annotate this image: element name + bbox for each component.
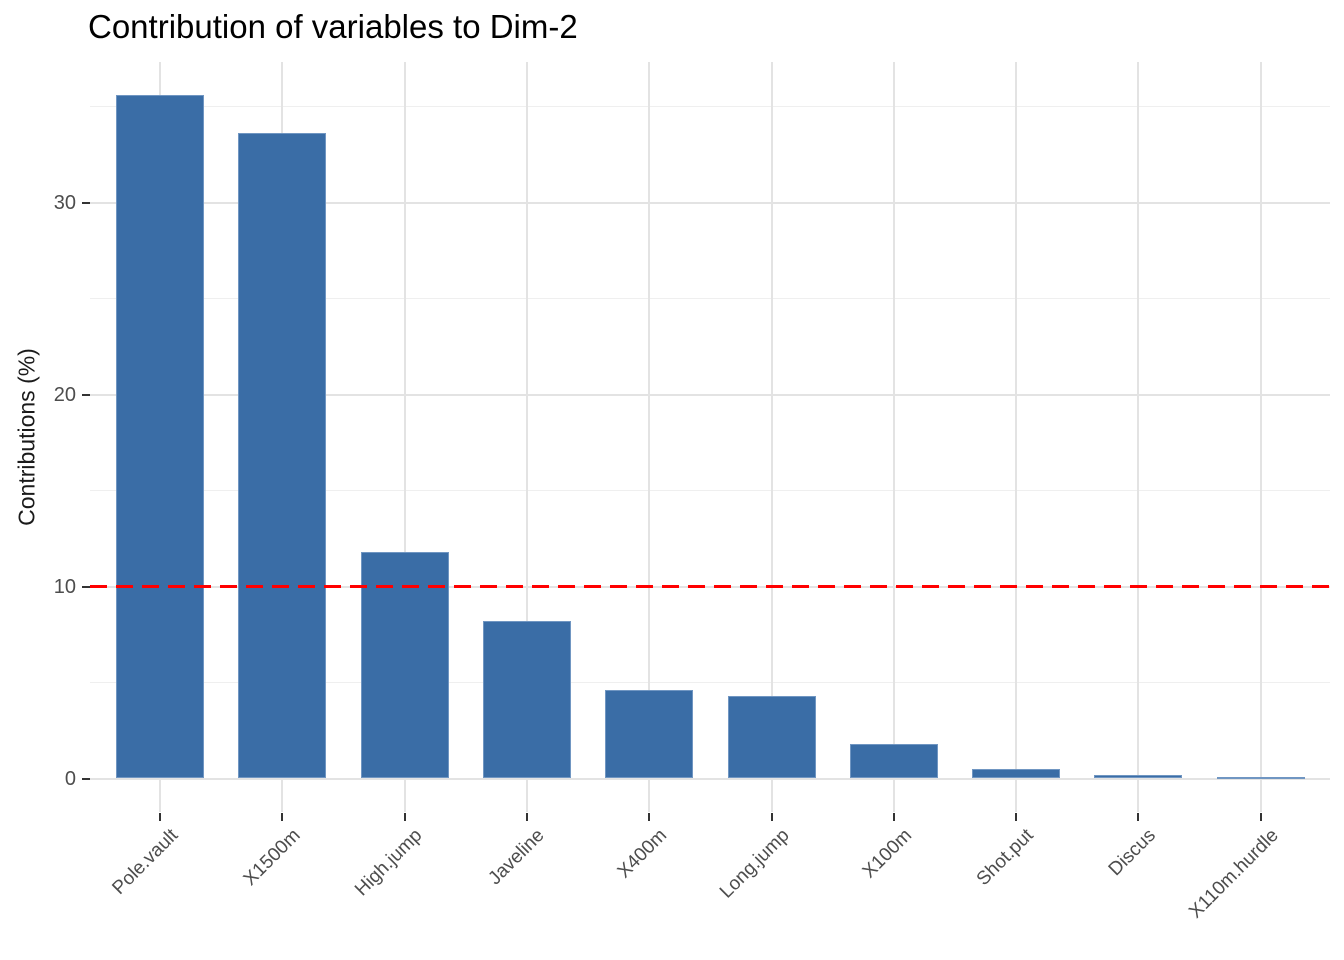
gridline-x-x110m-hurdle bbox=[1259, 62, 1262, 812]
bar-high-jump bbox=[360, 551, 449, 779]
y-tick-label-10: 10 bbox=[53, 575, 76, 598]
x-tick-x1500m bbox=[281, 813, 284, 821]
y-tick-label-20: 20 bbox=[53, 383, 76, 406]
y-axis-title: Contributions (%) bbox=[13, 348, 40, 526]
bar-long-jump bbox=[727, 695, 816, 779]
gridline-minor-y-15 bbox=[90, 490, 1330, 491]
bar-shot-put bbox=[972, 768, 1061, 779]
y-tick-label-0: 0 bbox=[64, 767, 76, 790]
bar-x400m bbox=[605, 690, 694, 779]
x-tick-label-x110m-hurdle: X110m.hurdle bbox=[1185, 825, 1283, 923]
y-tick-0 bbox=[82, 777, 90, 780]
gridline-x-javeline bbox=[525, 62, 528, 812]
x-tick-label-x1500m: X1500m bbox=[239, 825, 305, 890]
gridline-minor-y-5 bbox=[90, 682, 1330, 683]
bar-javeline bbox=[482, 621, 571, 779]
plot-panel bbox=[90, 62, 1330, 812]
x-tick-discus bbox=[1137, 813, 1140, 821]
gridline-major-y-30 bbox=[90, 201, 1330, 204]
x-tick-long-jump bbox=[770, 813, 773, 821]
bar-x110m-hurdle bbox=[1216, 776, 1305, 779]
x-tick-high-jump bbox=[403, 813, 406, 821]
x-tick-label-shot-put: Shot.put bbox=[973, 825, 1038, 890]
bar-discus bbox=[1094, 774, 1183, 779]
x-tick-label-x100m: X100m bbox=[858, 825, 916, 883]
gridline-x-shot-put bbox=[1015, 62, 1018, 812]
bar-pole-vault bbox=[116, 94, 204, 779]
gridline-minor-y-35 bbox=[90, 106, 1330, 107]
x-tick-x100m bbox=[892, 813, 895, 821]
x-tick-label-x400m: X400m bbox=[613, 825, 672, 883]
x-tick-x400m bbox=[648, 813, 651, 821]
y-tick-10 bbox=[82, 585, 90, 588]
gridline-x-long-jump bbox=[770, 62, 773, 812]
y-tick-label-30: 30 bbox=[53, 191, 76, 214]
reference-line bbox=[90, 585, 1330, 588]
x-tick-shot-put bbox=[1015, 813, 1018, 821]
gridline-x-x100m bbox=[892, 62, 895, 812]
x-tick-label-discus: Discus bbox=[1105, 825, 1161, 881]
x-tick-label-javeline: Javeline bbox=[484, 825, 549, 890]
gridline-major-y-20 bbox=[90, 393, 1330, 396]
x-tick-javeline bbox=[525, 813, 528, 821]
chart-title: Contribution of variables to Dim-2 bbox=[88, 8, 578, 45]
x-tick-label-pole-vault: Pole.vault bbox=[107, 825, 182, 899]
y-tick-20 bbox=[82, 393, 90, 396]
y-tick-30 bbox=[82, 201, 90, 204]
x-tick-pole-vault bbox=[159, 813, 161, 821]
bar-x1500m bbox=[238, 133, 327, 779]
gridline-major-y-0 bbox=[90, 777, 1330, 780]
gridline-minor-y-25 bbox=[90, 298, 1330, 299]
x-tick-label-long-jump: Long.jump bbox=[715, 825, 794, 903]
x-tick-label-high-jump: High.jump bbox=[351, 825, 427, 901]
gridline-x-discus bbox=[1137, 62, 1140, 812]
gridline-x-x400m bbox=[648, 62, 651, 812]
x-tick-x110m-hurdle bbox=[1259, 813, 1262, 821]
bar-x100m bbox=[849, 743, 938, 779]
gridline-x-high-jump bbox=[403, 62, 406, 812]
